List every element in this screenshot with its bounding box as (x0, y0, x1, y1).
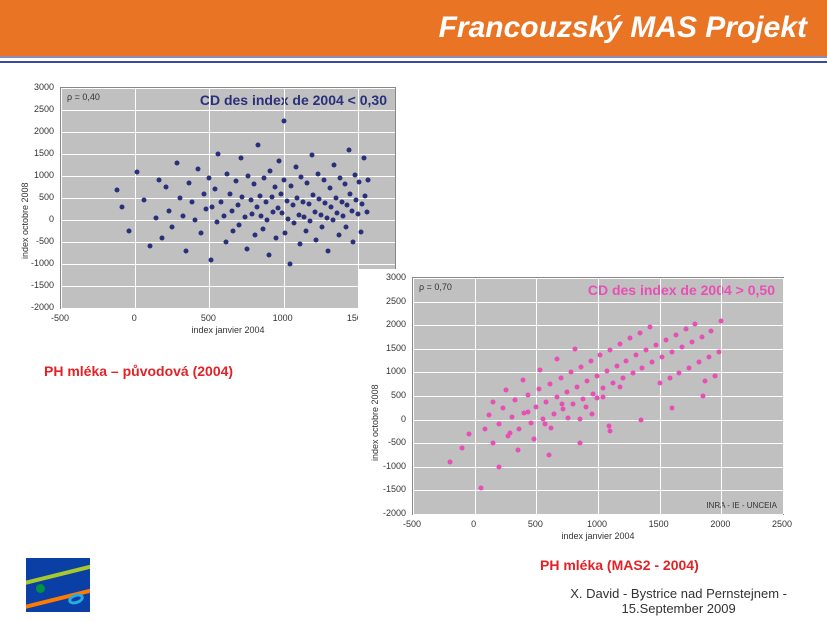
chart1-plot-area: ρ = 0,40 CD des index de 2004 < 0,30 (60, 87, 396, 309)
title-bar: Francouzský MAS Projekt (0, 0, 827, 56)
chart2-caption: PH mléka (MAS2 - 2004) (540, 557, 699, 573)
scatter-chart-1: ρ = 0,40 CD des index de 2004 < 0,30 -20… (10, 79, 410, 341)
chart2-x-labels: -50005001000150020002500 (412, 517, 784, 531)
footer-credit: X. David - Bystrice nad Pernstejnem - 15… (570, 586, 787, 616)
chart1-y-axis-title: index octobre 2008 (20, 182, 30, 259)
footer-logo (26, 558, 90, 612)
chart1-caption: PH mléka – původová (2004) (44, 363, 233, 379)
slide-title: Francouzský MAS Projekt (439, 11, 807, 45)
footer-line1: X. David - Bystrice nad Pernstejnem - (570, 586, 787, 601)
chart1-rho: ρ = 0,40 (67, 92, 100, 102)
chart2-title: CD des index de 2004 > 0,50 (588, 282, 775, 298)
chart1-x-axis-title: index janvier 2004 (60, 325, 396, 335)
chart2-plot-area: ρ = 0,70 CD des index de 2004 > 0,50 INR… (412, 277, 784, 515)
chart1-x-labels: -500050010001500 (60, 311, 396, 325)
chart1-y-labels: -2000-1500-1000-500050010001500200025003… (10, 87, 58, 309)
chart2-attribution: INRA - IE - UNCEIA (706, 501, 777, 510)
content-area: ρ = 0,40 CD des index de 2004 < 0,30 -20… (0, 63, 827, 622)
footer-line2: 15.September 2009 (570, 601, 787, 616)
chart1-title: CD des index de 2004 < 0,30 (200, 92, 387, 108)
chart2-x-axis-title: index janvier 2004 (412, 531, 784, 541)
chart2-rho: ρ = 0,70 (419, 282, 452, 292)
chart2-y-labels: -2000-1500-1000-500050010001500200025003… (358, 277, 410, 515)
scatter-chart-2: ρ = 0,70 CD des index de 2004 > 0,50 INR… (358, 269, 798, 547)
chart2-y-axis-title: index octobre 2008 (370, 384, 380, 461)
title-underline (0, 56, 827, 63)
